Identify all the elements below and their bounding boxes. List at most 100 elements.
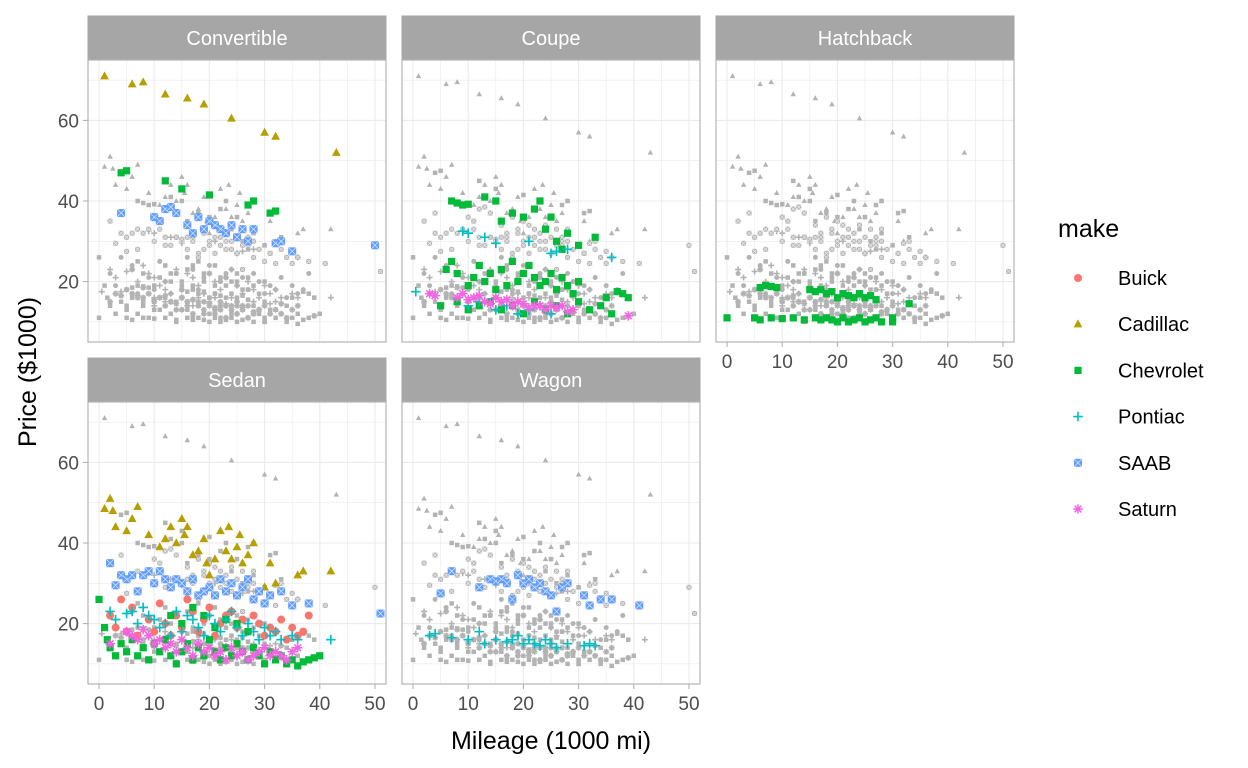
background-point [460,544,465,550]
background-point [581,250,587,257]
background-point [581,310,588,317]
data-point-saab [216,574,225,584]
data-point-chevrolet [161,636,169,644]
background-point [586,298,593,305]
background-point [443,230,449,237]
background-point [278,275,284,281]
background-point [889,282,896,289]
background-point [449,283,454,288]
data-point-cadillac [216,526,225,535]
background-point [184,246,191,253]
background-point [620,613,626,619]
background-point [752,303,757,308]
background-point [443,317,449,323]
background-point [597,314,604,321]
background-point [151,625,157,630]
data-point-saturn [507,300,518,311]
background-point [581,625,587,631]
background-point [427,311,432,317]
background-point [134,294,141,301]
background-point [823,206,830,212]
background-point [163,657,168,663]
data-point-cadillac [271,131,281,140]
background-point [123,248,130,255]
background-point [112,240,119,247]
background-point [449,601,454,606]
background-point [609,291,615,297]
background-point [145,270,152,277]
data-point-saturn [524,302,534,313]
background-point [498,246,505,253]
background-point [162,278,169,285]
x-tick-label: 20 [199,694,220,715]
background-point [454,284,461,291]
data-point-pontiac [551,246,562,257]
background-point [454,421,460,427]
background-point [168,536,174,542]
data-point-pontiac [491,304,501,315]
background-point [245,247,251,252]
data-point-cadillac [144,530,154,539]
background-point [229,621,234,626]
background-point [206,230,213,236]
background-point [245,644,252,651]
background-point [482,523,488,529]
background-point [278,246,284,253]
background-point [829,271,835,276]
background-point [603,648,610,655]
background-point [178,294,185,301]
background-point [917,290,924,297]
data-point-buick [117,595,126,604]
legend-entry-saturn: Saturn [1073,499,1177,521]
background-point [851,246,857,253]
background-point [284,319,289,325]
background-point [790,302,797,309]
data-point-chevrolet [117,169,125,177]
background-point [509,644,516,651]
background-point [432,254,438,260]
data-point-chevrolet [233,640,241,648]
background-point [586,648,593,655]
background-point [906,235,912,240]
background-point [608,572,615,578]
background-point [283,314,290,321]
data-point-saturn [105,638,115,649]
data-point-chevrolet [249,644,258,652]
data-point-saturn [221,655,231,665]
background-point [532,657,537,663]
data-point-saturn [557,300,567,311]
data-point-chevrolet [541,225,550,233]
data-point-chevrolet [833,294,842,302]
background-point [515,193,521,199]
background-point [129,659,135,665]
background-point [752,168,757,174]
data-point-saturn [243,655,253,665]
background-point [751,234,758,241]
background-point [443,290,450,297]
background-point [812,254,818,260]
background-point [223,283,229,288]
data-point-saab [221,228,231,238]
background-point [289,590,295,597]
background-point [289,260,295,267]
background-point [532,319,537,325]
data-point-pontiac [210,618,220,629]
background-point [492,628,499,635]
facet-strip-label: Wagon [520,370,583,392]
data-point-saab [447,566,456,576]
background-point [839,278,846,285]
background-point [262,319,267,325]
data-point-cadillac [224,522,234,531]
data-point-chevrolet [260,660,269,668]
background-point [564,652,571,659]
background-point [532,661,537,667]
background-point [228,302,235,309]
background-point [239,608,246,615]
background-point [124,315,129,321]
background-point [873,287,879,292]
background-point [559,314,566,321]
background-point [110,165,116,171]
background-point [867,306,874,313]
x-tick-label: 10 [458,694,479,715]
